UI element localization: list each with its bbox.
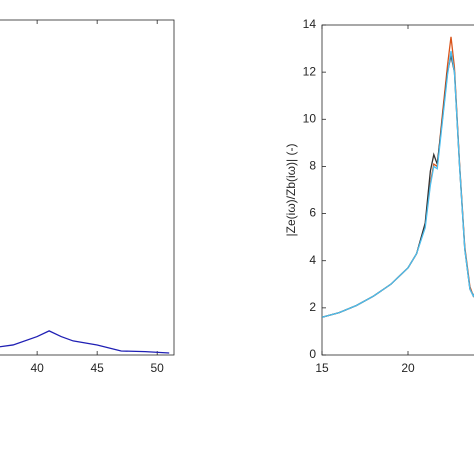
y-tick-label: 2 (309, 300, 316, 314)
x-tick-label: 20 (401, 361, 415, 375)
series-line (0, 330, 170, 354)
x-tick-label: 40 (30, 361, 44, 375)
x-tick-label: 50 (151, 361, 165, 375)
y-tick-label: 4 (309, 253, 316, 267)
x-tick-label: 45 (90, 361, 104, 375)
x-tick-label: 15 (315, 361, 329, 375)
y-tick-label: 8 (309, 159, 316, 173)
series-line (321, 36, 474, 318)
y-tick-label: 0 (309, 347, 316, 361)
y-tick-label: 10 (303, 111, 317, 125)
axes-box (321, 24, 474, 356)
series-line (321, 50, 474, 318)
y-tick-label: 12 (303, 64, 317, 78)
y-tick-label: 14 (303, 17, 317, 31)
y-axis-label: |Ze(iω)/Zb(iω)| (-) (284, 144, 298, 237)
axes-box (0, 19, 175, 356)
y-tick-label: 6 (309, 206, 316, 220)
